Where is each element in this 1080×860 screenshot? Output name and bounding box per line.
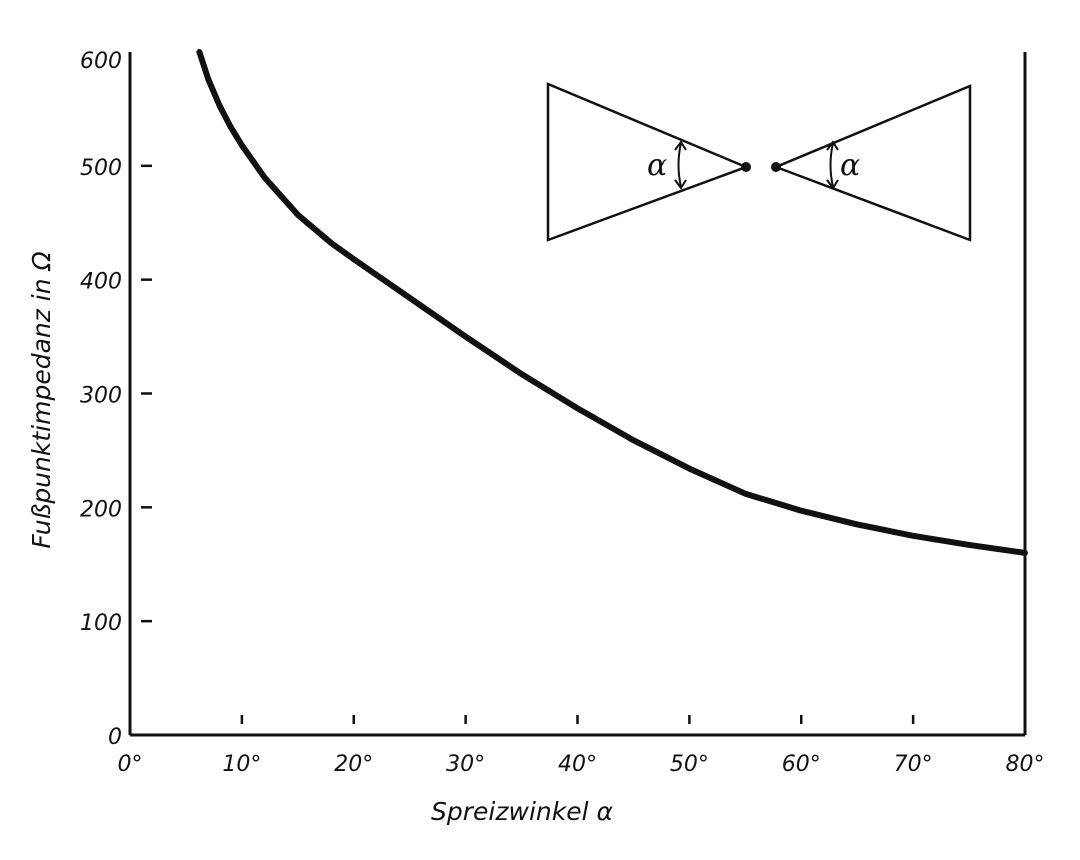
right-angle-arrow-bottom [826, 179, 839, 190]
x-tick-label: 10° [222, 752, 261, 777]
y-tick-label: 0 [108, 725, 122, 750]
x-tick-label: 0° [118, 752, 143, 777]
series-line-impedance [196, 49, 1028, 556]
right-feed-point [771, 162, 781, 172]
left-triangle [546, 82, 750, 242]
y-tick-label: 200 [80, 497, 122, 522]
y-tick-label: 300 [80, 384, 122, 409]
y-tick-label: 400 [80, 270, 122, 295]
right-angle-arc [829, 142, 834, 188]
right-alpha-label: α [840, 148, 860, 183]
right-triangle [772, 84, 972, 242]
x-ticks: 0° 10° 20° 30° 40° 50° 60° 70° 80° [118, 715, 1045, 777]
left-feed-point [741, 162, 751, 172]
left-angle-arc [677, 142, 682, 188]
x-tick-label: 20° [334, 752, 373, 777]
right-angle-arrow-top [826, 140, 839, 151]
x-tick-label: 50° [670, 752, 709, 777]
y-tick-label: 100 [80, 611, 122, 636]
left-angle-arrow-top [674, 140, 687, 151]
y-tick-label: 500 [80, 156, 122, 181]
x-tick-label: 80° [1006, 752, 1045, 777]
x-tick-label: 30° [446, 752, 485, 777]
x-tick-label: 40° [558, 752, 597, 777]
x-axis-title: Spreizwinkel α [431, 797, 613, 826]
left-alpha-label: α [647, 148, 667, 183]
y-axis-title: Fußpunktimpedanz in Ω [27, 251, 56, 548]
left-angle-arrow-bottom [674, 179, 687, 190]
x-tick-label: 60° [782, 752, 821, 777]
plot-frame [128, 52, 1027, 737]
y-tick-label: 600 [80, 49, 122, 74]
y-ticks: 0 100 200 300 400 500 600 [80, 49, 152, 750]
inset-bowtie-diagram: α α [546, 82, 972, 242]
x-tick-label: 70° [894, 752, 933, 777]
